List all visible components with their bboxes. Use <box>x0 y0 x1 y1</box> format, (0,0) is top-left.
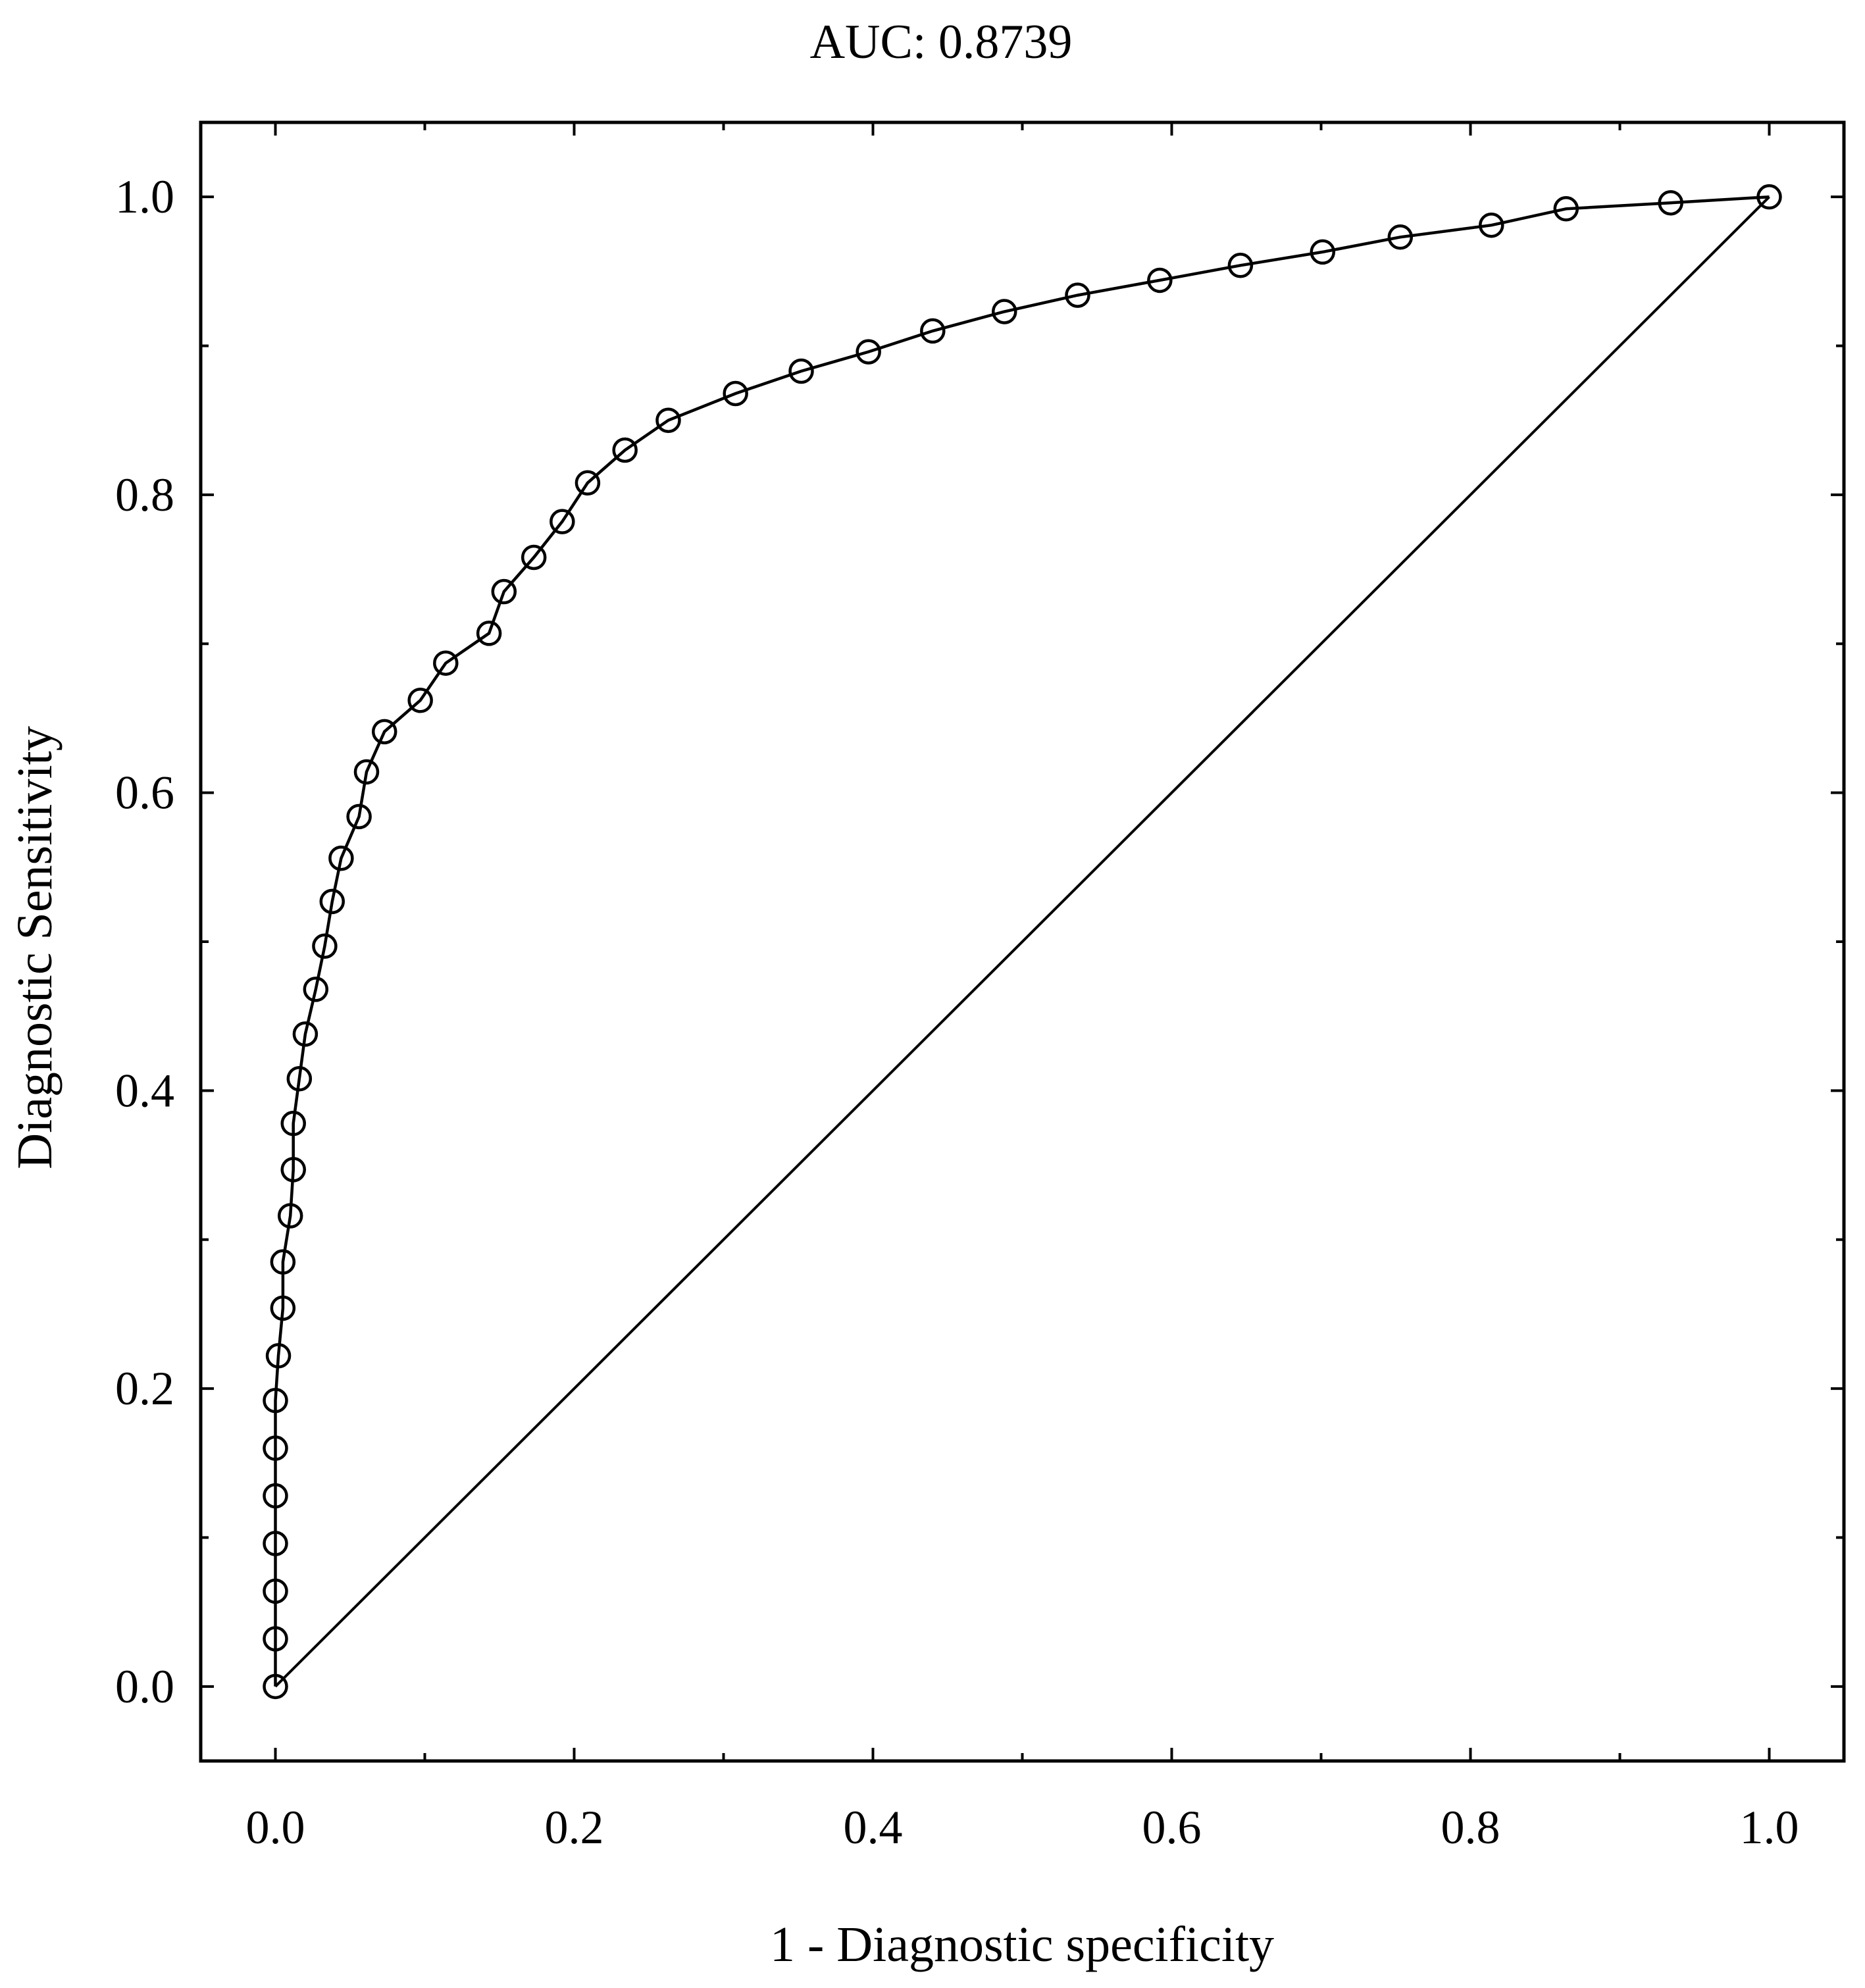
data-point <box>992 299 1017 324</box>
data-point <box>303 977 329 1002</box>
chart-title: AUC: 0.8739 <box>810 15 1073 69</box>
data-point <box>263 1626 288 1652</box>
data-point <box>1479 212 1504 238</box>
data-point <box>265 1343 292 1369</box>
data-point <box>263 1578 288 1604</box>
data-point <box>371 719 397 745</box>
x-tick-label: 0.2 <box>545 1801 604 1854</box>
roc-curve <box>274 195 1770 1687</box>
data-point <box>521 544 547 571</box>
roc-line <box>274 195 1770 1687</box>
data-point <box>292 1021 319 1047</box>
data-point <box>723 380 748 407</box>
data-point <box>1553 196 1579 222</box>
data-point <box>263 1435 288 1461</box>
data-point <box>549 509 575 534</box>
x-tick-label: 0.0 <box>246 1801 305 1854</box>
data-point <box>407 688 433 713</box>
data-point <box>1387 224 1414 250</box>
x-tick-label: 0.8 <box>1441 1801 1500 1854</box>
data-point <box>1310 239 1336 265</box>
data-point <box>655 407 681 433</box>
data-point <box>920 318 946 344</box>
data-point <box>788 358 814 384</box>
y-tick-label: 0.2 <box>115 1362 174 1415</box>
data-point <box>856 339 881 365</box>
y-tick-label: 0.4 <box>115 1064 174 1117</box>
data-point <box>319 888 345 915</box>
data-point <box>312 933 338 959</box>
data-point <box>575 470 601 496</box>
axis-ticks <box>201 122 1844 1761</box>
data-point <box>280 1157 306 1183</box>
roc-markers <box>263 184 1782 1700</box>
y-tick-label: 0.8 <box>115 469 174 521</box>
x-tick-label: 0.6 <box>1142 1801 1202 1854</box>
data-point <box>353 759 380 785</box>
y-tick-label: 1.0 <box>115 170 174 223</box>
data-point <box>1227 253 1254 278</box>
data-point <box>1756 184 1782 210</box>
x-tick-label: 1.0 <box>1740 1801 1799 1854</box>
data-point <box>1065 282 1090 308</box>
data-point <box>263 1387 288 1414</box>
data-point <box>263 1483 288 1509</box>
data-point <box>277 1203 303 1229</box>
y-tick-label: 0.6 <box>115 767 174 819</box>
data-point <box>263 1531 288 1556</box>
data-point <box>433 650 459 676</box>
data-point <box>280 1110 306 1136</box>
data-point <box>270 1295 296 1321</box>
y-axis-label: Diagnostic Sensitivity <box>7 726 63 1169</box>
x-axis-label: 1 - Diagnostic specificity <box>770 1917 1274 1972</box>
data-point <box>286 1066 313 1092</box>
data-point <box>328 845 354 871</box>
data-point <box>270 1249 296 1275</box>
reference-line <box>274 195 1770 1688</box>
data-point <box>476 621 502 646</box>
data-point <box>1147 267 1173 293</box>
data-point <box>346 803 372 830</box>
data-point <box>491 578 517 605</box>
y-tick-label: 0.0 <box>115 1660 174 1713</box>
data-point <box>263 1673 288 1700</box>
data-point <box>612 437 638 463</box>
data-point <box>1658 190 1683 216</box>
reference-diagonal <box>274 195 1770 1688</box>
x-tick-label: 0.4 <box>844 1801 903 1854</box>
